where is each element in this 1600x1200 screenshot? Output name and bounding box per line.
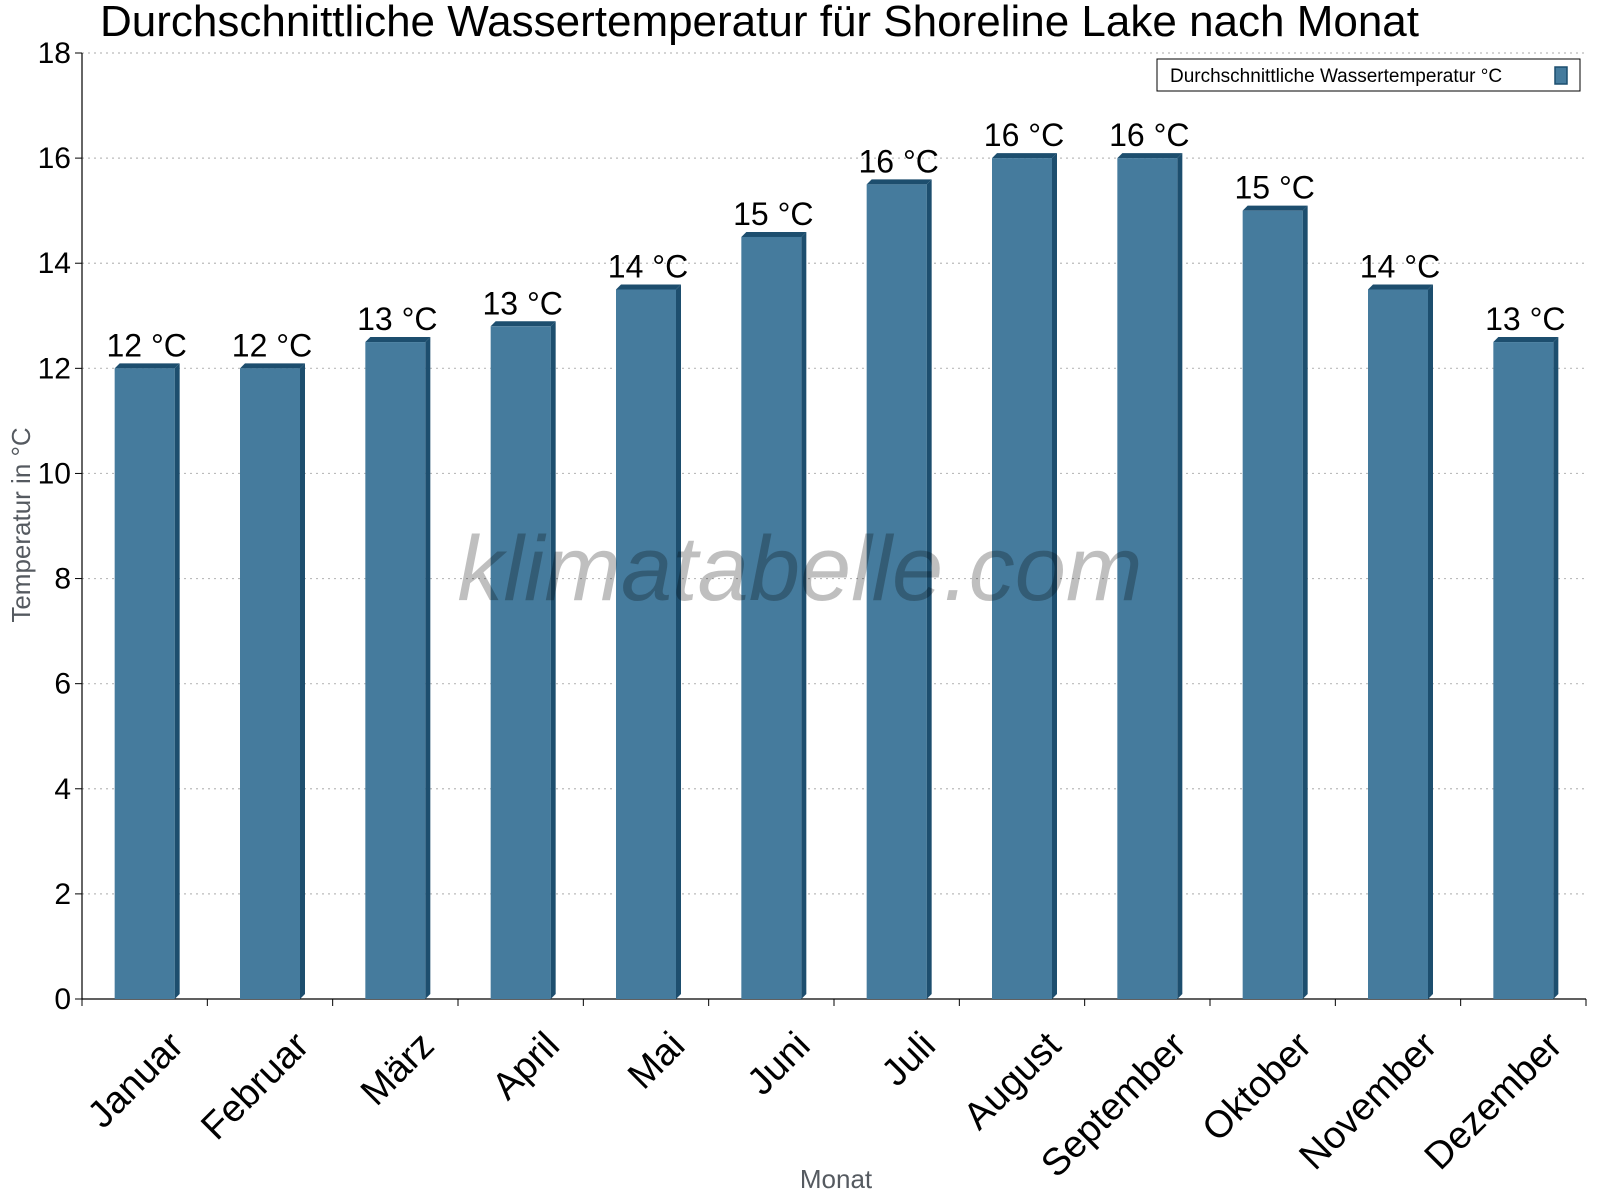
bar: [866, 184, 927, 999]
y-tick-label: 18: [38, 37, 71, 70]
legend-box: [1156, 58, 1581, 92]
y-tick-label: 2: [54, 878, 71, 911]
y-tick-label: 0: [54, 983, 71, 1016]
data-label: 15 °C: [733, 196, 813, 232]
bar: [992, 158, 1052, 1000]
bar-side: [1177, 153, 1183, 1000]
bar: [1493, 342, 1554, 999]
bar-top: [240, 363, 305, 369]
bar-side: [676, 284, 681, 999]
bar-top: [1242, 205, 1308, 211]
bar: [490, 326, 551, 999]
bar-side: [425, 337, 431, 999]
data-label: 16 °C: [984, 117, 1064, 153]
x-tick-label: Februar: [193, 1024, 317, 1148]
bar: [114, 368, 175, 999]
bar-top: [365, 337, 431, 343]
bar: [1242, 210, 1303, 999]
x-tick-label: Juni: [740, 1024, 819, 1103]
x-tick-label: März: [353, 1024, 442, 1113]
bar-top: [741, 231, 807, 237]
bar-top: [866, 179, 932, 185]
data-label: 13 °C: [357, 301, 437, 337]
bar: [240, 368, 300, 999]
data-label: 16 °C: [858, 143, 938, 179]
bar: [365, 342, 426, 999]
bar-top: [1368, 284, 1433, 290]
bar-side: [1428, 284, 1433, 999]
bar-top: [490, 321, 556, 327]
x-tick-label: Dezember: [1417, 1024, 1571, 1178]
data-label: 12 °C: [232, 327, 312, 363]
y-axis-label: Temperatur in °C: [6, 427, 36, 622]
bar-side: [1302, 205, 1308, 999]
legend-label: Durchschnittliche Wassertemperatur °C: [1170, 66, 1502, 87]
bar-side: [174, 363, 180, 999]
bar-side: [550, 321, 556, 999]
bar: [616, 289, 676, 999]
x-tick-label: August: [956, 1024, 1070, 1138]
data-label: 12 °C: [106, 327, 186, 363]
data-label: 13 °C: [482, 285, 562, 321]
y-tick-label: 14: [38, 247, 71, 280]
bar-side: [1553, 337, 1559, 999]
legend: Durchschnittliche Wassertemperatur °C: [1156, 58, 1581, 92]
grid-lines: [82, 52, 1586, 895]
watermark: klimatabelle.com: [457, 518, 1142, 620]
data-label: 15 °C: [1234, 170, 1314, 206]
y-axis: 0 2 4 6 8 10 12 14 16 18: [38, 37, 83, 1016]
bar: [1368, 289, 1428, 999]
bar-top: [114, 363, 180, 369]
x-tick-label: Oktober: [1195, 1024, 1321, 1150]
data-label: 16 °C: [1109, 117, 1189, 153]
x-tick-label: April: [484, 1024, 567, 1107]
y-tick-label: 10: [38, 457, 71, 490]
y-tick-label: 8: [54, 563, 71, 596]
bar-top: [992, 153, 1057, 159]
x-tick-label: Januar: [80, 1024, 192, 1136]
bar-side: [801, 231, 807, 999]
y-tick-label: 12: [38, 352, 71, 385]
bar-side: [300, 363, 305, 999]
data-label: 14 °C: [1360, 249, 1440, 285]
x-axis: Januar Februar März April Mai Juni Juli AugustS…: [80, 998, 1587, 1186]
bar-side: [926, 179, 932, 999]
chart-title: Durchschnittliche Wassertemperatur für S…: [100, 0, 1419, 46]
bars: 12 °C 12 °C 13 °C 13 °C 14 °C 15 °C 16 °C 16 °C…: [106, 117, 1566, 1000]
y-tick-label: 4: [54, 773, 71, 806]
data-label: 14 °C: [608, 249, 688, 285]
bar-top: [1493, 337, 1559, 343]
bar-top: [616, 284, 681, 290]
x-axis-label: Monat: [800, 1164, 873, 1194]
x-tick-label: Mai: [620, 1024, 693, 1097]
y-tick-label: 16: [38, 142, 71, 175]
bar: [1117, 158, 1178, 1000]
y-tick-label: 6: [54, 668, 71, 701]
data-label: 13 °C: [1485, 301, 1565, 337]
x-tick-label: Juli: [874, 1024, 944, 1094]
legend-swatch: [1554, 66, 1568, 85]
bar-top: [1117, 153, 1183, 159]
bar: [741, 236, 802, 999]
bar-side: [1052, 153, 1057, 1000]
